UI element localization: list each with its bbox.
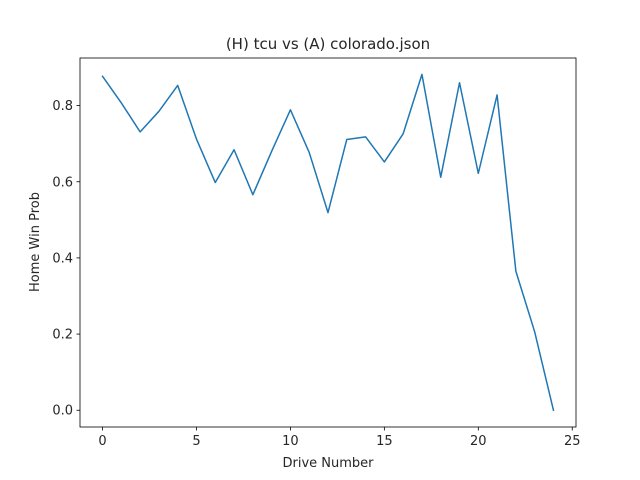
plot-area: 0 5 10 15 20 25 0.0 0.2 0.4 0.6 0.8 <box>52 57 581 449</box>
y-tick-label-0.6: 0.6 <box>52 175 73 190</box>
y-tick-label-0.4: 0.4 <box>52 251 73 266</box>
series-line <box>101 73 555 412</box>
x-tick-label-20: 20 <box>470 434 487 449</box>
x-tick-label-5: 5 <box>192 434 200 449</box>
y-tick-label-0.8: 0.8 <box>52 99 73 114</box>
y-tick-label-0.0: 0.0 <box>52 404 73 419</box>
x-tick-label-10: 10 <box>282 434 299 449</box>
y-axis-label: Home Win Prob <box>28 192 43 292</box>
x-tick-label-15: 15 <box>376 434 393 449</box>
axes-frame <box>79 57 577 428</box>
x-axis-label: Drive Number <box>282 456 374 471</box>
chart-title: (H) tcu vs (A) colorado.json <box>226 35 430 53</box>
x-tick-label-25: 25 <box>564 434 581 449</box>
x-tick-label-0: 0 <box>98 434 106 449</box>
y-tick-label-0.2: 0.2 <box>52 328 73 343</box>
